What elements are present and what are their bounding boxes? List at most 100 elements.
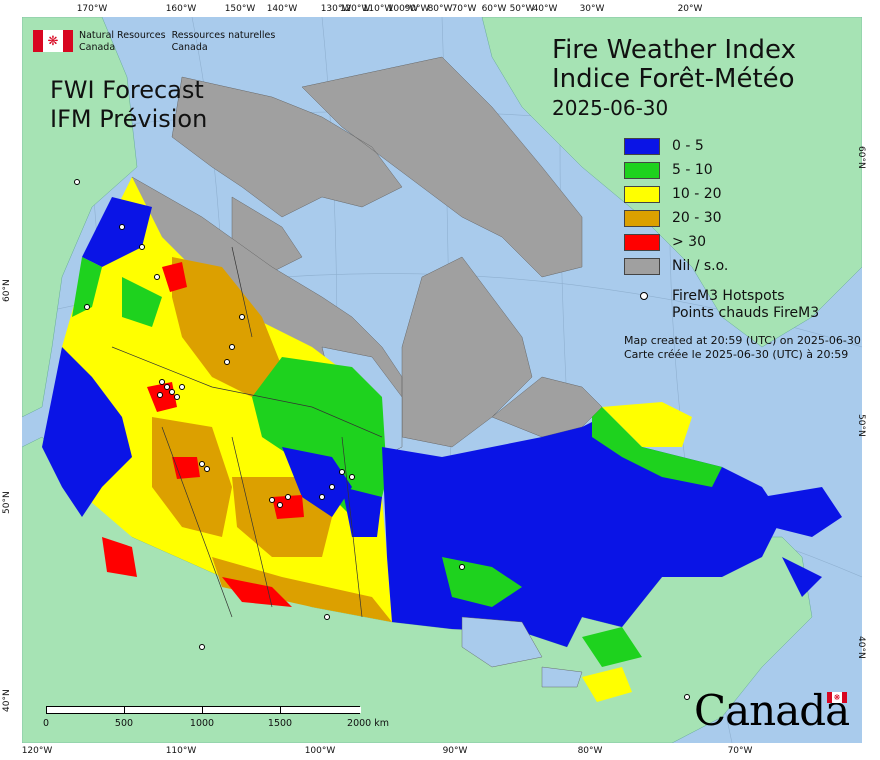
legend-label: 5 - 10 <box>672 162 713 178</box>
legend-label: 10 - 20 <box>672 186 722 202</box>
forecast-date: 2025-06-30 <box>552 96 669 120</box>
fwi-red-2 <box>162 262 187 292</box>
agency-name-en: Natural Resources <box>79 30 166 41</box>
product-title: FWI Forecast IFM Prévision <box>50 76 207 134</box>
tick-top-160w: 160°W <box>165 4 197 14</box>
tick-bottom-100w: 100°W <box>304 746 336 756</box>
arctic-islands <box>171 56 583 278</box>
tick-top-100w: 100°W <box>387 4 419 14</box>
map-title-fr: Indice Forêt-Météo <box>552 64 795 94</box>
fwi-red-4 <box>272 495 304 519</box>
canada-wordmark: Canada <box>694 686 850 735</box>
scale-segment <box>47 707 125 713</box>
tick-bottom-120w: 120°W <box>21 746 53 756</box>
tick-bottom-80w: 80°W <box>577 746 603 756</box>
legend-label: > 30 <box>672 234 706 250</box>
product-title-en: FWI Forecast <box>50 76 204 104</box>
legend-item: 0 - 5 <box>624 134 728 158</box>
provincial-boundaries <box>111 246 383 618</box>
scale-segment <box>203 707 281 713</box>
fwi-atlantic <box>762 487 842 597</box>
legend-swatch <box>624 185 660 203</box>
scale-label: 2000 km <box>347 718 389 729</box>
hotspot-label-fr: Points chauds FireM3 <box>672 305 820 321</box>
legend-label: 20 - 30 <box>672 210 722 226</box>
tick-top-130w: 130°W <box>320 4 352 14</box>
tick-top-30w: 30°W <box>579 4 605 14</box>
legend-swatch <box>624 257 660 275</box>
tick-top-150w: 150°W <box>224 4 256 14</box>
fwi-yukon-green <box>72 257 162 327</box>
legend-item: 20 - 30 <box>624 206 728 230</box>
nrcan-signature: ❋ Natural Resources Canada Ressources na… <box>33 30 275 54</box>
hotspot-dot-icon <box>640 292 648 300</box>
tick-top-70w: 70°W <box>451 4 477 14</box>
fwi-quebec-yellow <box>602 402 692 447</box>
tick-bottom-90w: 90°W <box>442 746 468 756</box>
scale-label: 500 <box>114 718 134 729</box>
agency-country-en: Canada <box>79 42 116 53</box>
scale-segment <box>281 707 361 713</box>
hotspot-label-en: FireM3 Hotspots <box>672 288 785 304</box>
legend-swatch <box>624 161 660 179</box>
tick-top-110w: 110°W <box>362 4 394 14</box>
great-lakes <box>461 616 583 688</box>
tick-top-20w: 20°W <box>677 4 703 14</box>
fwi-ontario-south <box>582 667 632 702</box>
fwi-legend: 0 - 5 5 - 10 10 - 20 20 - 30 > 30 Nil / … <box>624 134 728 278</box>
greenland-land <box>481 17 862 348</box>
tick-top-40w: 40°W <box>532 4 558 14</box>
tick-top-60w: 60°W <box>481 4 507 14</box>
alaska-land <box>22 17 138 418</box>
creation-note-fr: Carte créée le 2025-06-30 (UTC) à 20:59 <box>624 348 849 361</box>
agency-country-fr: Canada <box>171 42 208 53</box>
scale-segment <box>125 707 203 713</box>
tick-right-60n: 60°N <box>856 146 866 169</box>
agency-name-fr: Ressources naturelles <box>171 30 276 41</box>
tick-left-60n: 60°N <box>2 279 12 302</box>
scale-bar: 0 500 1000 1500 2000 km <box>43 706 389 729</box>
fwi-bc-blue <box>42 347 132 517</box>
tick-top-120w: 120°W <box>339 4 371 14</box>
creation-note: Map created at 20:59 (UTC) on 2025-06-30… <box>624 334 861 362</box>
tick-top-140w: 140°W <box>266 4 298 14</box>
tick-left-40n: 40°N <box>2 689 12 712</box>
fwi-orange-nwt <box>172 257 282 397</box>
legend-swatch <box>624 233 660 251</box>
map-canvas <box>22 17 862 743</box>
canada-flag-icon: ❋ <box>33 30 73 52</box>
tick-left-50n: 50°N <box>2 491 12 514</box>
scale-label: 1500 <box>267 718 293 729</box>
legend-item: Nil / s.o. <box>624 254 728 278</box>
tick-right-40n: 40°N <box>856 636 866 659</box>
fwi-quebec-green <box>442 407 722 667</box>
hotspot-legend: FireM3 Hotspots Points chauds FireM3 <box>640 288 819 322</box>
tick-top-80w: 80°W <box>427 4 453 14</box>
product-title-fr: IFM Prévision <box>50 105 208 133</box>
creation-note-en: Map created at 20:59 (UTC) on 2025-06-30 <box>624 334 861 347</box>
map-title-en: Fire Weather Index <box>552 35 796 65</box>
tick-bottom-110w: 110°W <box>165 746 197 756</box>
legend-item: > 30 <box>624 230 728 254</box>
tick-top-170w: 170°W <box>76 4 108 14</box>
legend-swatch <box>624 209 660 227</box>
legend-label: 0 - 5 <box>672 138 704 154</box>
tick-top-90w: 90°W <box>404 4 430 14</box>
fwi-map <box>22 17 862 743</box>
wordmark-flag-icon: ❋ <box>827 692 847 703</box>
fwi-red-5 <box>222 577 292 607</box>
scale-label: 0 <box>42 718 50 729</box>
hotspot-markers <box>74 179 690 700</box>
scale-bar-graphic <box>46 706 361 714</box>
legend-item: 5 - 10 <box>624 158 728 182</box>
legend-label: Nil / s.o. <box>672 258 729 274</box>
tick-bottom-70w: 70°W <box>727 746 753 756</box>
legend-item: 10 - 20 <box>624 182 728 206</box>
map-title: Fire Weather Index Indice Forêt-Météo <box>552 36 796 94</box>
fwi-yukon-blue <box>82 197 152 267</box>
fwi-blue-mb <box>282 447 382 537</box>
tick-right-50n: 50°N <box>856 414 866 437</box>
tick-top-50w: 50°W <box>509 4 535 14</box>
scale-label: 1000 <box>189 718 215 729</box>
